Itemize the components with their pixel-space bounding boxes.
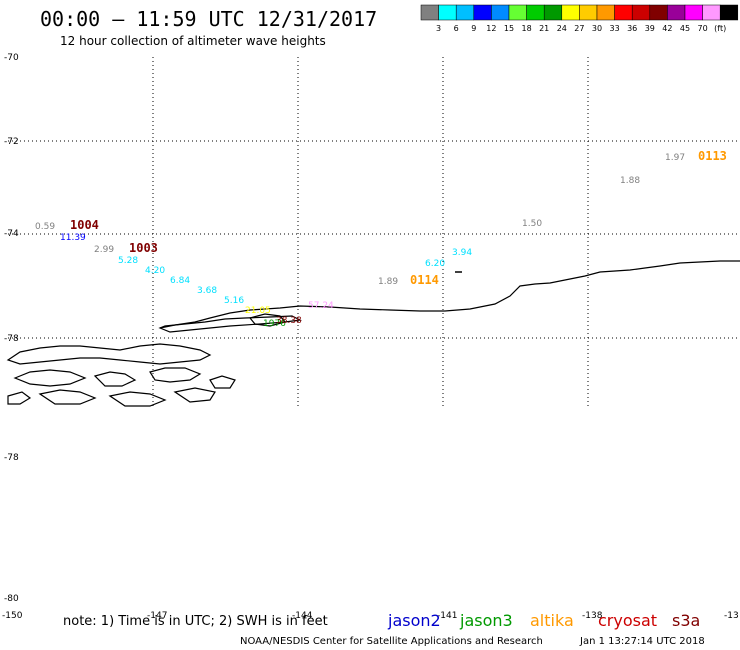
- color-scale-swatch: [491, 4, 510, 21]
- color-scale-swatch: [614, 4, 633, 21]
- color-scale-swatch: [667, 4, 686, 21]
- island-1: [6, 343, 212, 365]
- island-4: [149, 367, 202, 383]
- island-3: [93, 371, 137, 387]
- wave-height-label: 1004: [70, 218, 99, 232]
- timestamp-text: Jan 1 13:27:14 UTC 2018: [579, 636, 705, 647]
- ross-island-shape: [158, 315, 303, 333]
- color-scale-swatch: [543, 4, 563, 21]
- color-scale-swatch: [561, 4, 580, 21]
- wave-height-label: 1.97: [665, 153, 685, 163]
- color-scale-swatch: [438, 4, 457, 21]
- lat-label: -72: [4, 137, 19, 147]
- color-scale-swatch: [649, 4, 668, 21]
- island-9: [7, 391, 32, 405]
- lon-label: -147: [147, 611, 167, 621]
- satellite-name-jason3: jason3: [459, 611, 513, 630]
- wave-height-label: 6.84: [170, 276, 190, 286]
- wave-height-label: 0.59: [35, 222, 55, 232]
- wave-height-label: 57.24: [308, 301, 334, 311]
- wave-height-label: 4.20: [145, 266, 165, 276]
- wave-height-label: 2.99: [94, 245, 114, 255]
- color-scale-tick: 15: [504, 24, 514, 33]
- lat-lon-grid: [8, 57, 740, 408]
- color-scale-swatch: [526, 4, 545, 21]
- coastline: [6, 260, 740, 407]
- satellite-name-jason2: jason2: [387, 611, 441, 630]
- island-7: [108, 391, 167, 407]
- wave-height-label: 11.39: [60, 233, 86, 243]
- satellite-name-altika: altika: [530, 611, 574, 630]
- lat-axis-labels: -70 -72 -74 -78 -78 -80: [4, 53, 19, 604]
- wave-height-label: 1003: [129, 241, 158, 255]
- color-scale-tick: 42: [662, 24, 672, 33]
- lat-label: -70: [4, 53, 19, 63]
- color-scale-swatch: [702, 4, 721, 21]
- wave-height-label: 1976: [263, 319, 286, 329]
- color-scale-swatch: [631, 4, 651, 21]
- color-scale-swatch: [719, 4, 739, 21]
- lat-label: -74: [4, 229, 19, 239]
- footer-note: note: 1) Time is in UTC; 2) SWH is in fe…: [63, 614, 328, 629]
- color-scale-tick: 12: [486, 24, 496, 33]
- color-scale-tick: 33: [610, 24, 620, 33]
- ice-shelf-edge: [159, 260, 740, 329]
- satellite-name-cryosat: cryosat: [598, 611, 657, 630]
- color-scale-tick: (ft): [714, 24, 726, 33]
- color-scale-tick: 21: [539, 24, 549, 33]
- island-10: [248, 313, 287, 327]
- wave-height-label: 1.50: [522, 219, 542, 229]
- island-5: [209, 375, 236, 389]
- color-scale-tick: 27: [574, 24, 584, 33]
- satellite-legend: jason2 jason3 altika cryosat s3a: [387, 611, 700, 630]
- wave-height-label: 6.20: [425, 259, 445, 269]
- wave-height-label: 0114: [410, 273, 439, 287]
- lat-label: -78: [4, 334, 19, 344]
- wave-height-label: 38.38: [276, 316, 302, 326]
- wave-height-label: 0113: [698, 149, 727, 163]
- color-scale-tick: 70: [698, 24, 708, 33]
- lon-label: -150: [2, 611, 23, 621]
- color-scale-tick: 9: [471, 24, 476, 33]
- wave-height-label: 3.68: [197, 286, 217, 296]
- color-scale-tick: 30: [592, 24, 602, 33]
- wave-height-label: 1.88: [620, 176, 640, 186]
- lon-label: -144: [292, 611, 313, 621]
- wave-height-label: 5.28: [118, 256, 138, 266]
- wave-height-label: 21.05: [245, 306, 271, 316]
- color-scale-tick: 39: [645, 24, 655, 33]
- color-scale-swatch: [508, 4, 527, 21]
- color-scale-swatch: [684, 4, 703, 21]
- credit-text: NOAA/NESDIS Center for Satellite Applica…: [240, 636, 543, 647]
- wave-height-label: 3.94: [452, 248, 472, 258]
- lon-label: -13: [724, 611, 739, 621]
- wave-height-label: 5.16: [224, 296, 244, 306]
- lat-label: -80: [4, 594, 19, 604]
- island-8: [173, 387, 216, 403]
- lon-axis-labels: -150 -147 -144 -141 -138 -13: [2, 611, 739, 621]
- color-scale-tick: 3: [436, 24, 441, 33]
- lon-label: -141: [437, 611, 457, 621]
- satellite-name-s3a: s3a: [672, 611, 700, 630]
- island-6: [38, 389, 97, 405]
- color-scale-tick: 24: [557, 24, 567, 33]
- map-subtitle: 12 hour collection of altimeter wave hei…: [60, 34, 326, 48]
- color-scale-tick: 36: [627, 24, 637, 33]
- color-scale-swatch: [455, 4, 475, 21]
- color-scale-swatch: [473, 4, 492, 21]
- map-title: 00:00 – 11:59 UTC 12/31/2017: [40, 7, 377, 31]
- lat-label: -78: [4, 453, 19, 463]
- color-scale-swatch: [420, 4, 439, 21]
- color-scale-tick: 6: [454, 24, 459, 33]
- wave-height-label: 1.89: [378, 277, 398, 287]
- lon-label: -138: [582, 611, 603, 621]
- color-scale-swatch: [579, 4, 598, 21]
- color-scale-swatch: [596, 4, 615, 21]
- island-2: [13, 369, 87, 387]
- color-scale-tick: 45: [680, 24, 690, 33]
- color-scale-legend: 3 6 9 12 15 18 21 24 27 30 33 36 39 42 45 70 (ft): [420, 4, 739, 33]
- color-scale-tick: 18: [522, 24, 532, 33]
